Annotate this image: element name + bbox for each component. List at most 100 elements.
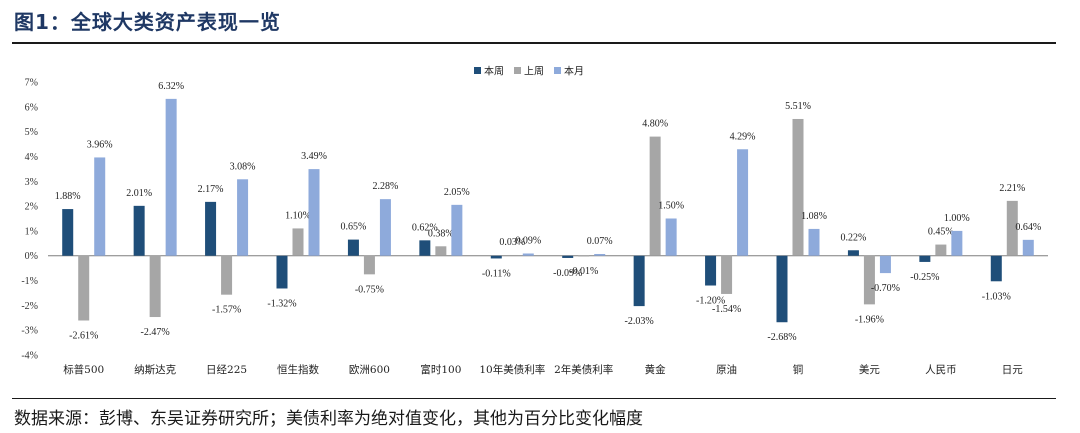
data-label: -2.68% bbox=[767, 332, 796, 343]
y-tick-label: 1% bbox=[25, 226, 38, 237]
bar-this-week bbox=[133, 205, 145, 256]
bar-this-month bbox=[594, 253, 606, 256]
category-label: 2年美债利率 bbox=[554, 363, 613, 376]
bar-this-month bbox=[308, 169, 320, 256]
data-label: -1.57% bbox=[212, 305, 241, 316]
data-label: 6.32% bbox=[158, 81, 184, 92]
bar-this-month bbox=[879, 255, 891, 274]
legend-swatch bbox=[514, 67, 521, 74]
category-label: 日经225 bbox=[206, 363, 247, 376]
bar-last-week bbox=[506, 254, 518, 256]
data-label: 2.21% bbox=[999, 183, 1025, 194]
bar-last-week bbox=[78, 255, 90, 321]
bar-this-month bbox=[165, 98, 177, 256]
y-tick-label: 3% bbox=[25, 177, 38, 188]
legend-label: 上周 bbox=[524, 66, 544, 78]
bar-this-month bbox=[737, 149, 749, 256]
data-label: -1.20% bbox=[696, 296, 725, 307]
bar-last-week bbox=[435, 246, 447, 256]
data-label: -2.03% bbox=[625, 316, 654, 327]
data-label: 1.08% bbox=[801, 211, 827, 222]
y-tick-label: -4% bbox=[21, 351, 38, 362]
data-label: 2.05% bbox=[444, 187, 470, 198]
y-tick-label: 2% bbox=[25, 202, 38, 213]
data-label: 1.10% bbox=[285, 210, 311, 221]
bar-this-week bbox=[276, 255, 288, 289]
data-label: 1.50% bbox=[658, 201, 684, 212]
bar-this-week bbox=[776, 255, 788, 323]
data-label: 0.38% bbox=[428, 228, 454, 239]
bar-last-week bbox=[1006, 200, 1018, 256]
y-tick-label: 4% bbox=[25, 152, 38, 163]
data-label: 2.01% bbox=[126, 188, 152, 199]
data-label: -0.09% bbox=[553, 268, 582, 279]
data-label: 0.03% bbox=[499, 237, 525, 248]
bar-this-month bbox=[951, 230, 963, 256]
data-label: 0.07% bbox=[587, 236, 613, 247]
bar-last-week bbox=[792, 118, 804, 256]
bar-this-month bbox=[665, 218, 677, 256]
category-label: 标普500 bbox=[63, 363, 104, 376]
legend-label: 本月 bbox=[564, 65, 584, 78]
data-label: -0.75% bbox=[355, 284, 384, 295]
data-label: 0.65% bbox=[341, 222, 367, 233]
bar-this-month bbox=[237, 179, 249, 256]
data-label: 0.62% bbox=[412, 222, 438, 233]
legend-label: 本周 bbox=[484, 65, 504, 78]
data-label: -0.70% bbox=[871, 283, 900, 294]
bar-this-week bbox=[633, 255, 645, 307]
data-label: -1.32% bbox=[267, 298, 296, 309]
bar-last-week bbox=[935, 244, 947, 256]
y-tick-label: 0% bbox=[25, 251, 38, 262]
data-label: 3.96% bbox=[87, 139, 113, 150]
bar-last-week bbox=[863, 255, 875, 305]
bar-last-week bbox=[363, 255, 375, 275]
data-label: 5.51% bbox=[785, 101, 811, 112]
bar-last-week bbox=[721, 255, 733, 294]
legend-swatch bbox=[554, 67, 561, 74]
bar-this-month bbox=[94, 157, 106, 256]
data-label: -0.11% bbox=[482, 268, 511, 279]
y-tick-label: -2% bbox=[21, 301, 38, 312]
data-label: 1.88% bbox=[55, 191, 81, 202]
bar-this-week bbox=[347, 239, 359, 256]
data-label: -0.25% bbox=[910, 272, 939, 283]
bar-last-week bbox=[649, 136, 661, 256]
data-label: 2.17% bbox=[198, 184, 224, 195]
y-tick-label: -3% bbox=[21, 326, 38, 337]
bar-last-week bbox=[221, 255, 233, 295]
legend-swatch bbox=[474, 67, 481, 74]
data-label: 3.08% bbox=[230, 161, 256, 172]
bar-this-week bbox=[490, 255, 502, 259]
bar-this-week bbox=[919, 255, 931, 262]
data-label: 0.64% bbox=[1015, 222, 1041, 233]
bar-this-week bbox=[847, 250, 859, 256]
data-label: 4.29% bbox=[730, 131, 756, 142]
category-label: 恒生指数 bbox=[277, 363, 319, 376]
bar-this-week bbox=[62, 209, 74, 256]
data-label: 2.28% bbox=[373, 181, 399, 192]
category-label: 原油 bbox=[716, 363, 737, 376]
data-label: 0.45% bbox=[928, 227, 954, 238]
bar-this-month bbox=[451, 204, 463, 256]
source-note: 数据来源：彭博、东吴证券研究所；美债利率为绝对值变化，其他为百分比变化幅度 bbox=[14, 409, 643, 429]
data-label: -1.96% bbox=[855, 314, 884, 325]
data-label: 4.80% bbox=[642, 119, 668, 130]
bar-last-week bbox=[578, 255, 590, 257]
category-label: 人民币 bbox=[925, 364, 957, 376]
category-label: 美元 bbox=[859, 363, 880, 376]
data-label: 0.22% bbox=[841, 232, 867, 243]
bar-this-month bbox=[808, 228, 820, 256]
data-label: -0.01% bbox=[569, 266, 598, 277]
category-label: 铜 bbox=[793, 364, 804, 376]
data-label: -1.54% bbox=[712, 304, 741, 315]
data-label: 3.49% bbox=[301, 151, 327, 162]
bar-this-week bbox=[990, 255, 1002, 282]
bar-this-week bbox=[705, 255, 717, 286]
figure-title: 图1：全球大类资产表现一览 bbox=[14, 10, 281, 34]
y-tick-label: 6% bbox=[25, 102, 38, 113]
category-label: 欧洲600 bbox=[349, 364, 390, 376]
data-label: 0.09% bbox=[515, 235, 541, 246]
category-label: 纳斯达克 bbox=[134, 363, 176, 376]
